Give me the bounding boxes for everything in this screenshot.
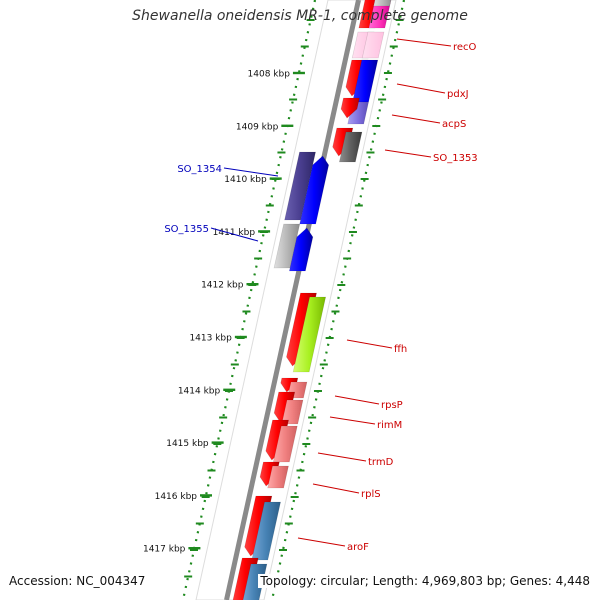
gene-label-leader bbox=[396, 38, 452, 47]
gene-label-rimm[interactable]: rimM bbox=[377, 420, 402, 431]
gene-label-leader bbox=[391, 114, 441, 124]
scale-tick-label: 1413 kbp bbox=[189, 334, 232, 344]
gene-blue-1354[interactable] bbox=[299, 155, 330, 225]
gene-label-leader bbox=[396, 83, 446, 94]
gene-aroF[interactable] bbox=[251, 501, 281, 561]
accession-text: Accession: NC_004347 bbox=[9, 574, 146, 588]
gene-label-leader bbox=[223, 167, 279, 177]
gene-label-leader bbox=[329, 416, 376, 425]
scale-tick-label: 1412 kbp bbox=[201, 281, 244, 291]
map-title: Shewanella oneidensis MR-1, complete gen… bbox=[132, 8, 468, 24]
gene-recO[interactable] bbox=[368, 0, 392, 29]
gene-label-pdxj[interactable]: pdxJ bbox=[447, 89, 469, 100]
scale-tick-label: 1414 kbp bbox=[178, 386, 221, 396]
scale-tick-label: 1408 kbp bbox=[248, 70, 291, 80]
gene-label-rpls[interactable]: rplS bbox=[361, 489, 381, 500]
scale-tick-label: 1417 kbp bbox=[143, 545, 186, 555]
gene-ffh[interactable] bbox=[292, 296, 327, 373]
gene-label-trmd[interactable]: trmD bbox=[368, 457, 394, 468]
gene-label-so-1354[interactable]: SO_1354 bbox=[177, 164, 222, 175]
gene-label-leader bbox=[312, 483, 360, 494]
gene-SO_1353[interactable] bbox=[338, 131, 363, 163]
gene-acpS[interactable] bbox=[340, 97, 360, 119]
gene-label-reco[interactable]: recO bbox=[453, 42, 477, 53]
gene-salmon-2[interactable] bbox=[281, 399, 304, 425]
gene-label-rpsp[interactable]: rpsP bbox=[381, 400, 403, 411]
gene-label-so-1353[interactable]: SO_1353 bbox=[433, 153, 478, 164]
gene-label-leader bbox=[346, 339, 393, 349]
gene-label-acps[interactable]: acpS bbox=[442, 119, 466, 130]
scale-tick-label: 1410 kbp bbox=[224, 175, 267, 185]
scale-tick-label: 1411 kbp bbox=[213, 228, 256, 238]
scale-tick-label: 1416 kbp bbox=[155, 492, 198, 502]
topology-text: Topology: circular; Length: 4,969,803 bp… bbox=[258, 574, 590, 588]
gene-steel-bottom[interactable] bbox=[242, 563, 268, 600]
gene-pink-2[interactable] bbox=[361, 31, 385, 59]
gene-label-leader bbox=[210, 227, 259, 242]
gene-blue-1355[interactable] bbox=[289, 227, 314, 272]
gene-rplS[interactable] bbox=[267, 465, 289, 489]
gene-label-leader bbox=[334, 395, 380, 405]
gene-label-leader bbox=[384, 149, 432, 158]
scale-tick-label: 1409 kbp bbox=[236, 122, 279, 132]
gene-label-leader bbox=[317, 452, 367, 462]
genome-backbone bbox=[224, 0, 361, 600]
gene-gray-top[interactable] bbox=[373, 0, 392, 7]
gene-salmon-3[interactable] bbox=[272, 425, 298, 463]
gene-label-leader bbox=[297, 537, 346, 547]
gene-label-so-1355[interactable]: SO_1355 bbox=[164, 224, 209, 235]
scale-tick-label: 1415 kbp bbox=[166, 439, 209, 449]
gene-label-ffh[interactable]: ffh bbox=[394, 344, 407, 355]
gene-label-arof[interactable]: aroF bbox=[347, 542, 369, 553]
